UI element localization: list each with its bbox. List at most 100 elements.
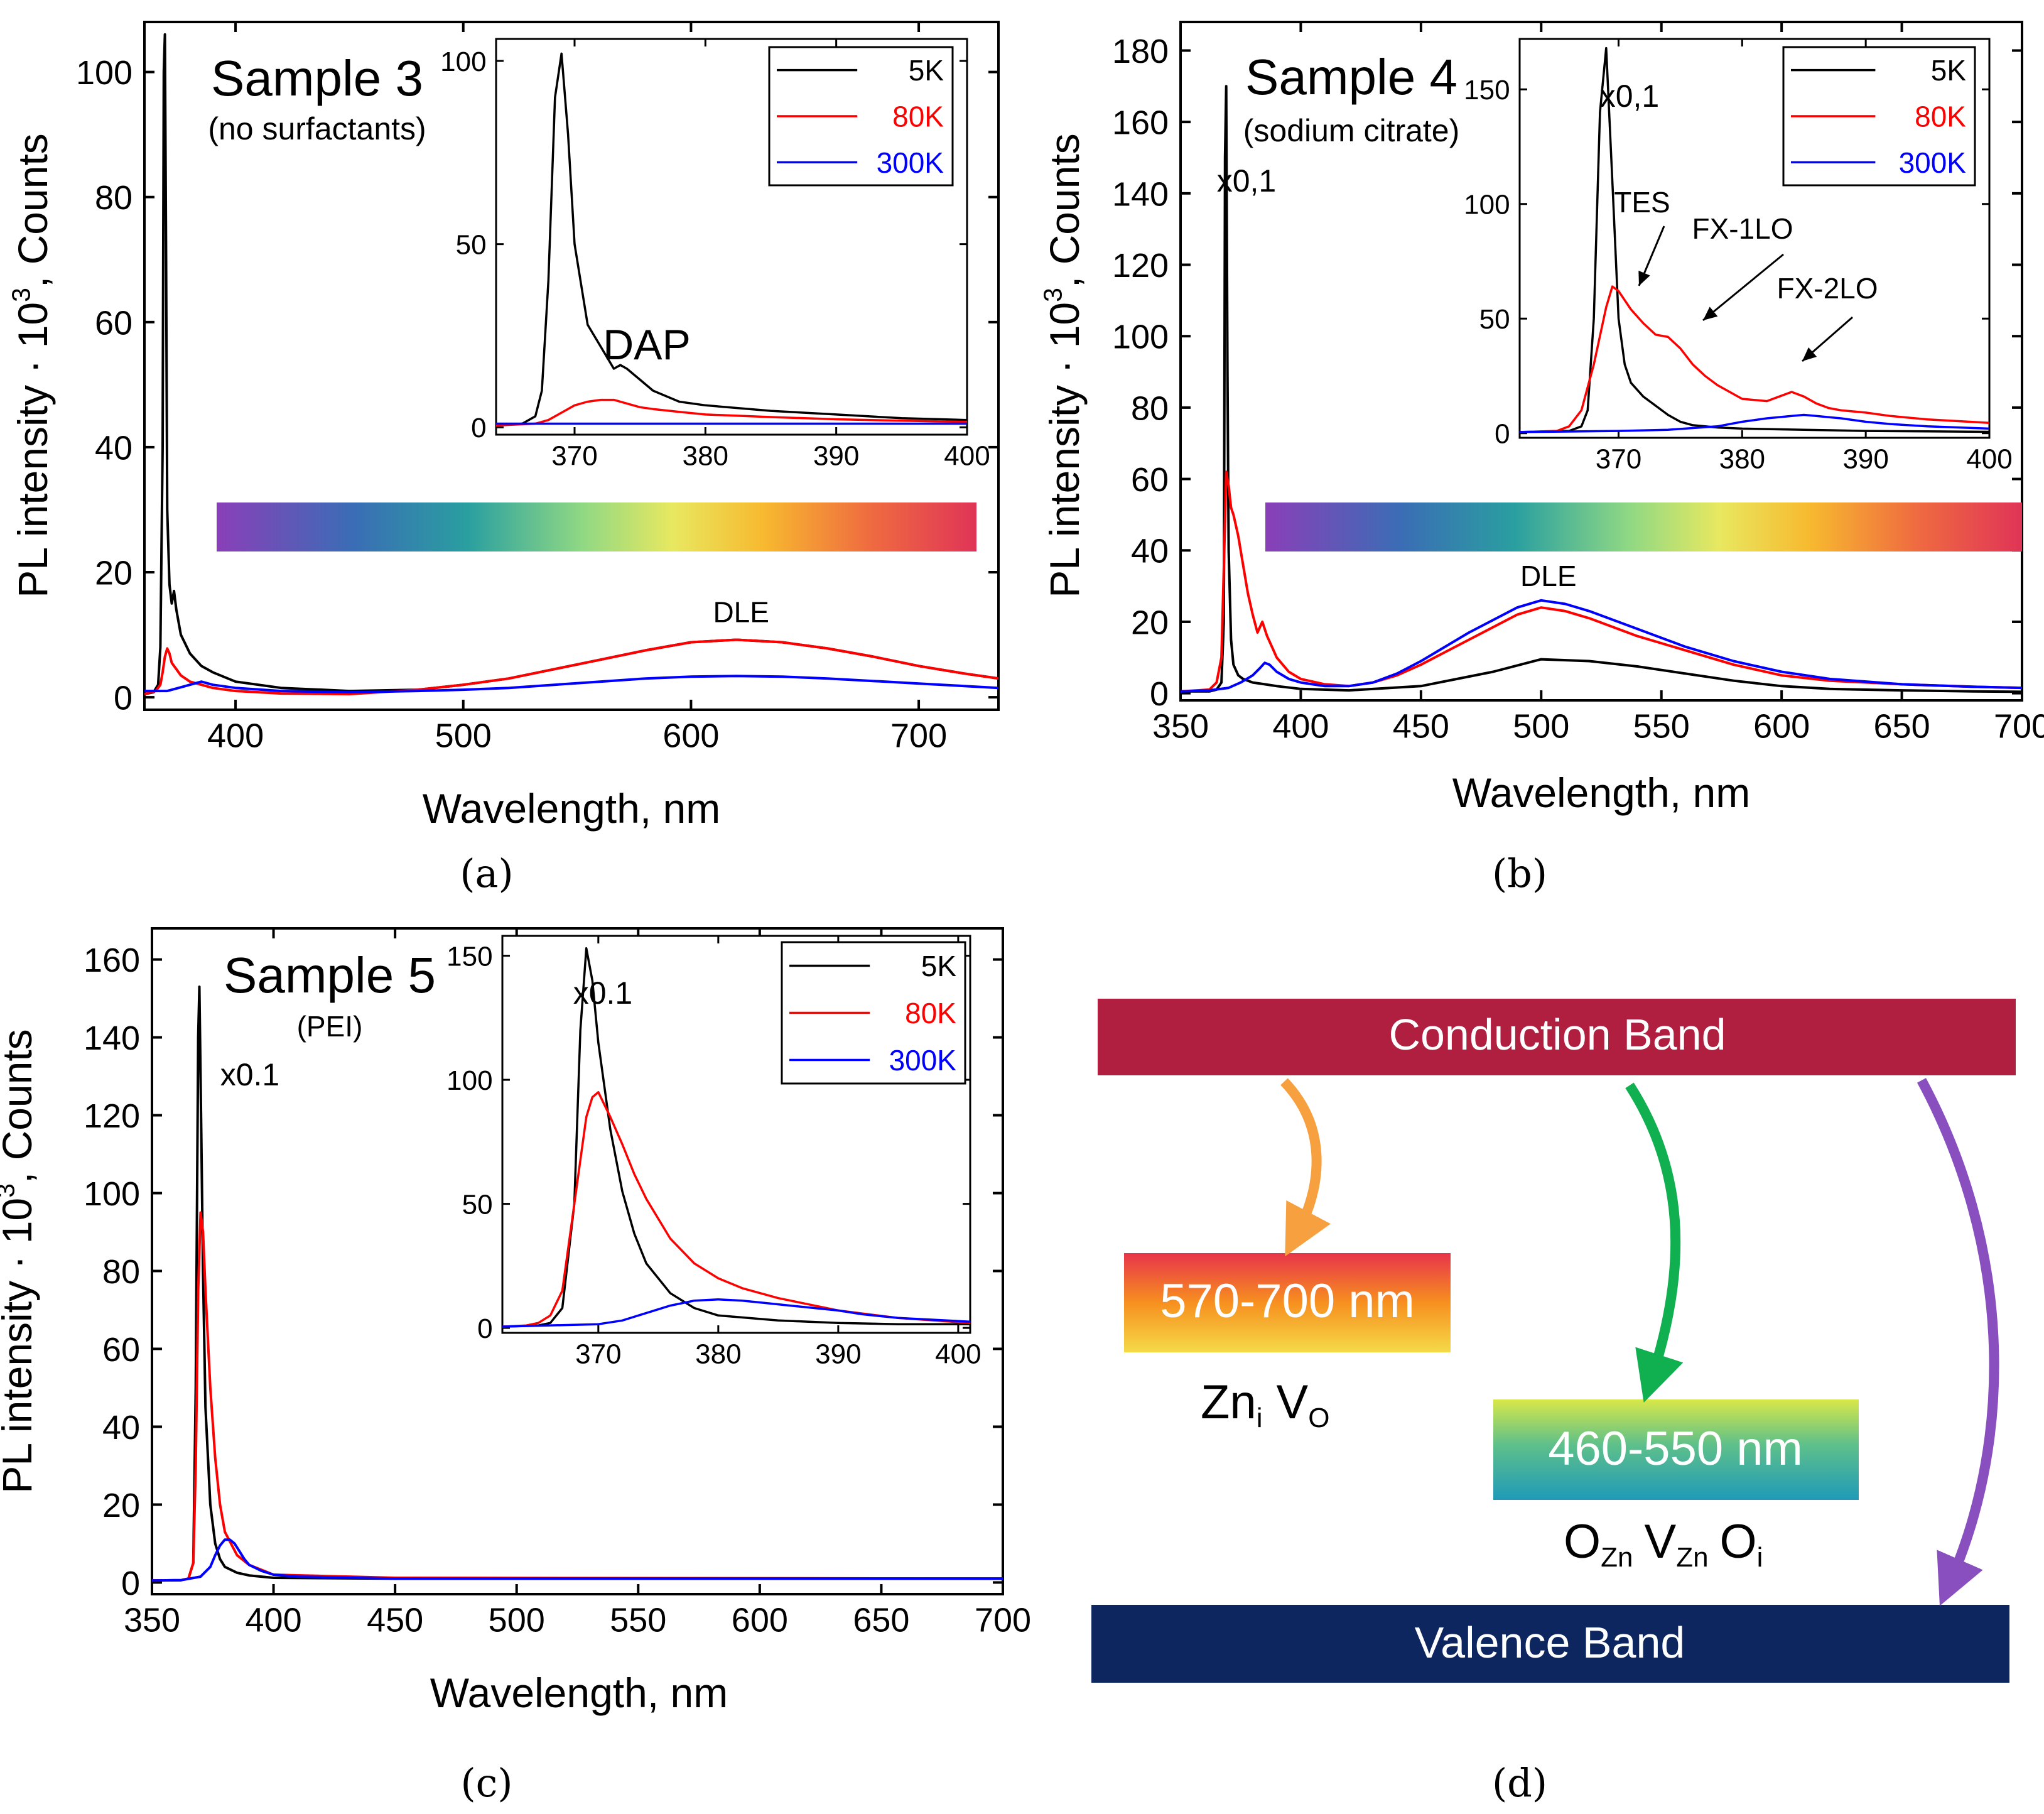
- green-level-range: 460-550 nm: [1548, 1422, 1803, 1475]
- panel-c-inset-scale-label: x0.1: [573, 975, 633, 1011]
- panel-c-subtitle: (PEI): [297, 1010, 363, 1043]
- panel-b-inset-label-arrow: [1702, 253, 1784, 322]
- panel-b-y-axis-label: PL intensity · 103, Counts: [1038, 133, 1088, 597]
- panel-b-chart: 350 400 450 500 550 600 650 7000204060801001201…: [1038, 21, 2044, 816]
- panel-a-xtick-label: 500: [435, 717, 492, 754]
- panel-b-inset-xtick-label: 370: [1596, 443, 1641, 474]
- panel-a-inset-xtick-label: 380: [683, 440, 728, 471]
- panel-b-ytick-label: 20: [1131, 604, 1169, 641]
- panel-c-inset-legend-label: 5K: [921, 950, 957, 982]
- panel-a-xtick-label: 600: [662, 717, 719, 754]
- panel-a-annotation-dle: DLE: [713, 596, 769, 629]
- panel-b-inset-series-5k: [1520, 46, 1989, 433]
- panel-b-series-group: [1181, 85, 2022, 693]
- panel-a-inset-legend-label: 5K: [909, 54, 944, 87]
- panel-c-ytick-label: 20: [102, 1487, 140, 1524]
- defect-v-sub: O: [1308, 1403, 1329, 1433]
- panel-b-inset-legend-label: 80K: [1915, 100, 1966, 133]
- panel-c-y-axis-label-tail: , Counts: [0, 1029, 40, 1183]
- panel-b-ytick-label: 40: [1131, 533, 1169, 570]
- spectrum-bar-b: [1265, 502, 2022, 551]
- green-level-defects: OZn VZn Oi: [1564, 1515, 1763, 1573]
- panel-a-inset-series-80k: [496, 398, 967, 427]
- panel-a-x-axis-label: Wavelength, nm: [423, 785, 720, 832]
- panel-c-inset-ytick-label: 150: [446, 941, 492, 972]
- panel-b-ytick-label: 180: [1112, 33, 1169, 70]
- defect-oi-sub: i: [1757, 1542, 1763, 1573]
- panel-b-inset-xtick-label: 380: [1719, 443, 1765, 474]
- panel-b-inset-ytick-label: 100: [1464, 190, 1510, 220]
- panel-a-inset-legend-label: 80K: [892, 100, 944, 133]
- orange-level-range: 570-700 nm: [1160, 1274, 1415, 1328]
- defect-o-sub: Zn: [1601, 1542, 1633, 1573]
- panel-c-xtick-label: 350: [124, 1601, 180, 1639]
- panel-a-series-80k: [144, 638, 998, 696]
- panel-c-inset-xtick-label: 400: [935, 1339, 981, 1369]
- panel-a-series-group: [144, 33, 998, 696]
- defect-zn: Zn: [1201, 1376, 1257, 1429]
- panel-a-xtick-label: 400: [207, 717, 264, 754]
- panel-a-ytick-label: 80: [95, 179, 132, 217]
- orange-transition-arrow: [1280, 1078, 1331, 1257]
- panel-c-series-group: [152, 986, 1003, 1582]
- panel-c-inset-ytick-label: 50: [462, 1189, 493, 1220]
- panel-c-xtick-label: 400: [246, 1601, 302, 1639]
- panel-c-ytick-label: 60: [102, 1331, 140, 1369]
- purple-transition-arrow: [1917, 1078, 1999, 1606]
- panel-a-inset-label: DAP: [603, 321, 691, 369]
- panel-c-y-axis-label-main: PL intensity · 10: [0, 1198, 40, 1494]
- spectrum-bar-a: [217, 502, 976, 551]
- panel-b-inset-series-300k: [1520, 413, 1989, 433]
- panel-a-inset-legend-label: 300K: [877, 146, 944, 179]
- panel-b-y-axis-label-sup: 3: [1038, 288, 1067, 302]
- panel-a-title: Sample 3: [211, 50, 423, 106]
- panel-a-ytick-label: 20: [95, 554, 132, 592]
- panel-b-inset-xtick-label: 400: [1966, 443, 2012, 474]
- defect-vzn: V: [1644, 1515, 1676, 1568]
- panel-c-ytick-label: 40: [102, 1409, 140, 1447]
- panel-c-inset-legend-label: 300K: [889, 1044, 957, 1077]
- panel-c-y-axis-label-sup: 3: [0, 1183, 19, 1198]
- valence-band: [1091, 1605, 2009, 1683]
- panel-c-scale-label: x0.1: [220, 1057, 280, 1092]
- panel-b-inset-label: FX-2LO: [1776, 272, 1878, 305]
- green-transition-arrow: [1625, 1082, 1684, 1403]
- panel-b-title: Sample 4: [1245, 49, 1457, 105]
- panel-c-inset-series-80k: [502, 1091, 970, 1328]
- panel-a-inset-group: 370 380 390 400 0 50 100 5K 80K 300K DAP: [440, 38, 990, 471]
- defect-v: V: [1276, 1376, 1308, 1429]
- panel-b-series-300k: [1181, 599, 2022, 693]
- panel-c-ytick-label: 0: [121, 1565, 140, 1602]
- panel-a-y-axis-label-tail: , Counts: [9, 133, 56, 288]
- panel-c-inset-series-5k: [502, 947, 970, 1328]
- panel-c-xtick-label: 700: [975, 1601, 1031, 1639]
- panel-a-inset-xtick-label: 370: [551, 440, 597, 471]
- panel-a-inset-xtick-label: 400: [944, 440, 990, 471]
- panel-b-scale-label: x0,1: [1217, 163, 1277, 198]
- panel-a-ytick-label: 0: [114, 680, 132, 717]
- panel-c-series-300k: [152, 1538, 1003, 1582]
- panel-c-inset-ytick-label: 0: [477, 1313, 492, 1344]
- panel-b-xtick-label: 500: [1513, 707, 1569, 745]
- defect-o: O: [1564, 1515, 1601, 1568]
- panel-a-ytick-label: 100: [76, 54, 132, 92]
- panel-a-y-axis-label-main: PL intensity · 10: [9, 302, 56, 598]
- panel-b-inset-scale-label: x0,1: [1600, 79, 1660, 114]
- panel-c-inset-series-300k: [502, 1298, 970, 1328]
- defect-oi: O: [1720, 1515, 1757, 1568]
- panel-b-ytick-label: 80: [1131, 389, 1169, 427]
- panel-c-xtick-label: 550: [610, 1601, 666, 1639]
- panel-a-series-300k: [144, 675, 998, 694]
- panel-b-series-5k: [1181, 85, 2022, 693]
- panel-b-ytick-label: 140: [1112, 175, 1169, 213]
- panel-b-series-80k: [1181, 470, 2022, 693]
- panel-c-ytick-label: 140: [84, 1019, 140, 1057]
- panel-b-inset-series-group: [1520, 46, 1989, 433]
- panel-b-subtitle: (sodium citrate): [1243, 113, 1460, 148]
- panel-c-title: Sample 5: [224, 947, 436, 1003]
- panel-b-ytick-label: 60: [1131, 461, 1169, 499]
- caption-d: (d): [1492, 1760, 1547, 1806]
- panel-b-inset-label: TES: [1614, 186, 1670, 219]
- panel-b-inset-ytick-label: 0: [1495, 419, 1510, 450]
